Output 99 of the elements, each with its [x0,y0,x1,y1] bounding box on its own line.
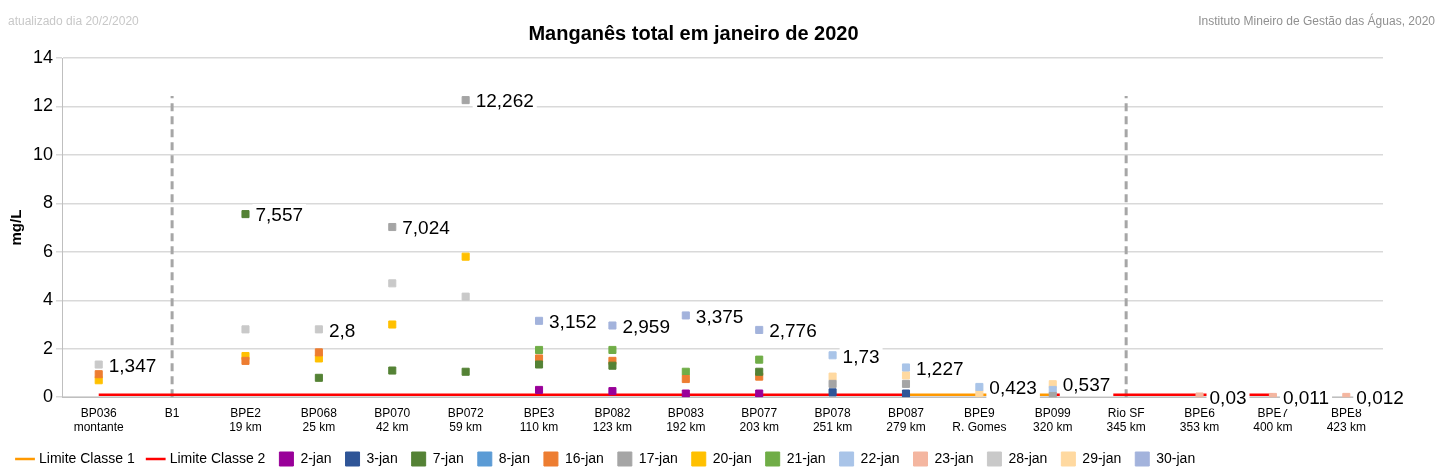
x-tick-label: B1 [164,405,180,420]
point [461,252,470,261]
data-label: 2,776 [769,320,817,342]
point [94,360,103,369]
point [388,279,397,288]
point [314,373,323,382]
legend-label: 20-jan [712,449,752,466]
legend-label: Limite Classe 1 [39,449,135,466]
point [755,325,764,334]
x-tick-label: BP087 279 km [886,405,926,435]
point [241,210,250,219]
legend-label: 29-jan [1082,449,1122,466]
data-label: 1,227 [915,357,964,379]
x-tick-label: BP070 42 km [374,405,411,435]
point [828,372,837,381]
point [608,345,617,354]
point [608,361,617,370]
legend-label: 7-jan [432,449,464,466]
x-tick-label: BP099 320 km [1033,405,1073,435]
point [901,363,911,372]
chart-title: Manganês total em janeiro de 2020 [528,21,859,44]
data-label: 2,959 [622,315,670,337]
point [755,367,764,376]
legend-label: 16-jan [564,449,604,466]
data-label: 0,011 [1282,387,1330,409]
point [241,356,250,365]
point [828,379,837,388]
data-label: 1,73 [842,345,880,367]
point [1048,391,1057,398]
point [901,371,911,380]
point [314,325,323,334]
legend-label: 28-jan [1008,449,1048,466]
point [755,355,764,364]
x-tick-label: BP078 251 km [812,405,853,435]
x-tick-label: BP068 25 km [300,405,338,435]
point [535,385,544,394]
legend-label: 17-jan [638,449,678,466]
point [901,389,911,398]
data-label: 1,347 [108,354,157,376]
point [535,360,544,369]
point [314,348,323,357]
point [388,320,397,329]
data-label: 7,024 [402,217,451,239]
point [608,321,617,330]
y-tick-label: 10 [32,143,54,164]
y-tick-label: 12 [32,95,54,116]
y-axis-title: mg/L [7,209,25,246]
x-tick-label: BPE6 353 km [1179,405,1220,435]
point [461,96,470,105]
point [388,366,397,375]
point [608,387,617,396]
data-label: 0,03 [1209,386,1247,408]
point [241,325,250,334]
data-label: 7,557 [255,204,304,226]
point [681,374,690,384]
point [901,379,911,388]
legend-label: 3-jan [366,449,398,466]
point [681,389,690,398]
legend-label: Limite Classe 2 [169,449,266,466]
legend-label: 30-jan [1156,449,1196,466]
point [828,351,837,360]
x-tick-label: BP082 123 km [592,405,633,435]
legend-label: 2-jan [300,449,332,466]
legend-label: 22-jan [860,449,900,466]
x-tick-label: BP077 203 km [739,405,779,435]
y-tick-label: 2 [43,337,54,358]
x-tick-label: BP072 59 km [447,405,484,435]
point [755,389,764,398]
point [388,222,397,232]
y-tick-label: 0 [43,386,54,407]
point [535,345,544,354]
text: Instituto Mineiro de Gestão das Águas, 2020 [1198,13,1436,29]
data-label: 2,8 [328,319,356,341]
data-label: 0,537 [1062,374,1111,396]
x-tick-label: BPE9 R. Gomes [952,405,1007,435]
point [461,292,470,301]
x-tick-label: BP036 montante [73,405,125,435]
data-label: 0,423 [989,377,1037,399]
data-label: 12,262 [475,90,534,112]
point [535,316,544,325]
data-label: 3,375 [695,305,744,327]
point [975,382,984,391]
x-tick-label: BP083 192 km [666,405,706,435]
data-label: 3,152 [549,311,597,333]
point [94,370,103,379]
data-label: 0,012 [1356,387,1404,409]
y-tick-label: 6 [43,240,54,261]
y-tick-label: 8 [43,192,54,213]
point [681,311,690,320]
x-tick-label: BPE3 110 km [519,405,559,435]
legend-label: 23-jan [934,449,974,466]
legend-label: 8-jan [498,449,530,466]
x-tick-label: Rio SF 345 km [1106,405,1146,435]
point [461,367,470,376]
point [828,388,837,397]
y-tick-label: 14 [32,46,54,67]
legend-label: 21-jan [786,449,826,466]
x-tick-label: BPE2 19 km [229,405,262,435]
y-tick-label: 4 [43,289,54,310]
